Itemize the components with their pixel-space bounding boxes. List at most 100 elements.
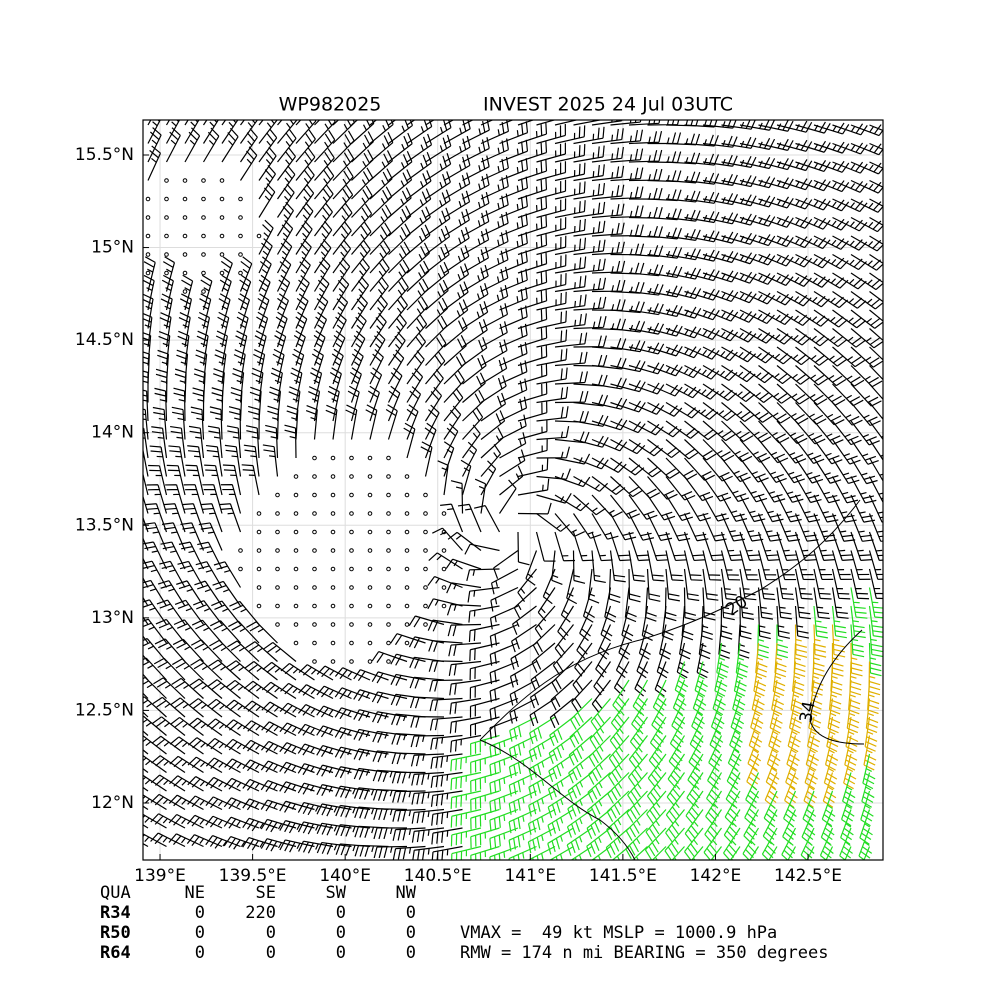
wind-barb <box>143 638 167 662</box>
wind-barb <box>508 808 537 834</box>
wind-barb <box>450 808 482 828</box>
wind-barb <box>591 299 626 311</box>
wind-barb <box>605 827 630 859</box>
wind-barb <box>647 439 681 459</box>
wind-barb <box>165 127 181 163</box>
wind-barb <box>782 809 797 845</box>
wind-barb <box>813 605 829 639</box>
wind-barb <box>229 600 260 625</box>
wind-barb <box>462 354 487 385</box>
calm-dot <box>164 233 169 239</box>
wind-barb <box>656 642 669 679</box>
wind-barb <box>528 771 556 799</box>
wind-barb <box>665 228 701 241</box>
wind-barb <box>591 846 611 860</box>
wind-barb <box>223 797 260 811</box>
wind-barb <box>143 274 155 311</box>
wind-barb <box>240 128 258 163</box>
wind-barb <box>684 134 719 147</box>
wind-barb <box>610 167 644 182</box>
wind-barb <box>517 345 548 367</box>
wind-barb <box>819 827 834 860</box>
wind-barb <box>573 374 608 387</box>
wind-barb <box>517 502 552 515</box>
wind-barb <box>665 550 684 582</box>
wind-barb <box>758 290 794 306</box>
wind-barb <box>684 269 720 282</box>
calm-dot <box>145 270 151 276</box>
wind-barb <box>207 425 223 459</box>
wind-barb <box>351 167 374 200</box>
wind-barb <box>143 256 156 292</box>
wind-barb <box>230 386 243 422</box>
wind-barb <box>277 120 298 144</box>
wind-barb <box>718 624 731 659</box>
wind-barb <box>429 697 463 712</box>
wind-barb <box>552 642 574 676</box>
wind-barb <box>536 291 567 311</box>
wind-barb <box>701 605 713 641</box>
wind-barb <box>329 367 342 403</box>
calm-dot <box>312 529 317 535</box>
wind-barb <box>174 368 187 403</box>
wind-barb <box>499 158 529 182</box>
wind-barb <box>410 734 445 748</box>
wind-barb <box>197 311 211 348</box>
calm-dot <box>404 474 410 479</box>
wind-barb <box>781 827 797 860</box>
wind-barb <box>702 231 739 244</box>
calm-dot <box>349 529 354 535</box>
wind-barb <box>591 241 625 256</box>
wind-barb <box>554 475 591 488</box>
wind-barb <box>610 120 642 126</box>
wind-barb <box>868 642 882 677</box>
wind-barb <box>795 309 830 327</box>
wind-barb <box>850 513 874 542</box>
wind-barb <box>813 179 850 193</box>
wind-barb <box>369 120 394 144</box>
wind-barb <box>143 408 149 440</box>
wind-barb <box>647 227 682 240</box>
wind-barb <box>531 642 556 673</box>
wind-barb <box>868 550 883 580</box>
wind-barb <box>464 543 500 555</box>
wind-barb <box>489 734 519 758</box>
wind-barb <box>499 268 528 293</box>
wind-barb <box>151 426 168 459</box>
wind-barb <box>517 326 548 348</box>
wind-barb <box>665 171 701 184</box>
wind-barb <box>448 642 482 657</box>
wind-barb <box>567 790 593 820</box>
wind-barb <box>297 723 334 737</box>
wind-barb <box>332 257 351 292</box>
wind-barb <box>739 214 776 227</box>
wind-barb <box>758 346 793 365</box>
wind-barb <box>831 624 846 658</box>
wind-barb <box>757 587 774 620</box>
wind-barb <box>529 716 556 745</box>
wind-barb <box>385 404 398 440</box>
wind-barb <box>335 824 371 837</box>
wind-barb <box>198 522 223 551</box>
wind-barb <box>162 256 176 292</box>
wind-barb <box>480 427 504 459</box>
wind-barb <box>392 827 426 841</box>
wind-barb <box>391 733 426 745</box>
wind-barb <box>774 642 787 678</box>
wind-barb <box>499 396 528 422</box>
calm-dot <box>349 474 354 479</box>
wind-barb <box>554 200 586 219</box>
wind-barb <box>776 513 801 542</box>
wind-barb <box>354 806 389 819</box>
wind-barb <box>582 587 595 623</box>
wind-barb <box>425 171 451 200</box>
wind-barb <box>280 662 315 681</box>
wind-barb <box>652 679 667 716</box>
wind-barb <box>647 151 682 164</box>
wind-barb <box>839 827 853 860</box>
wind-barb <box>586 809 611 839</box>
contour-34 <box>809 629 865 745</box>
wind-barb <box>246 621 278 644</box>
wind-barb <box>665 364 702 379</box>
wind-barb <box>513 587 537 619</box>
